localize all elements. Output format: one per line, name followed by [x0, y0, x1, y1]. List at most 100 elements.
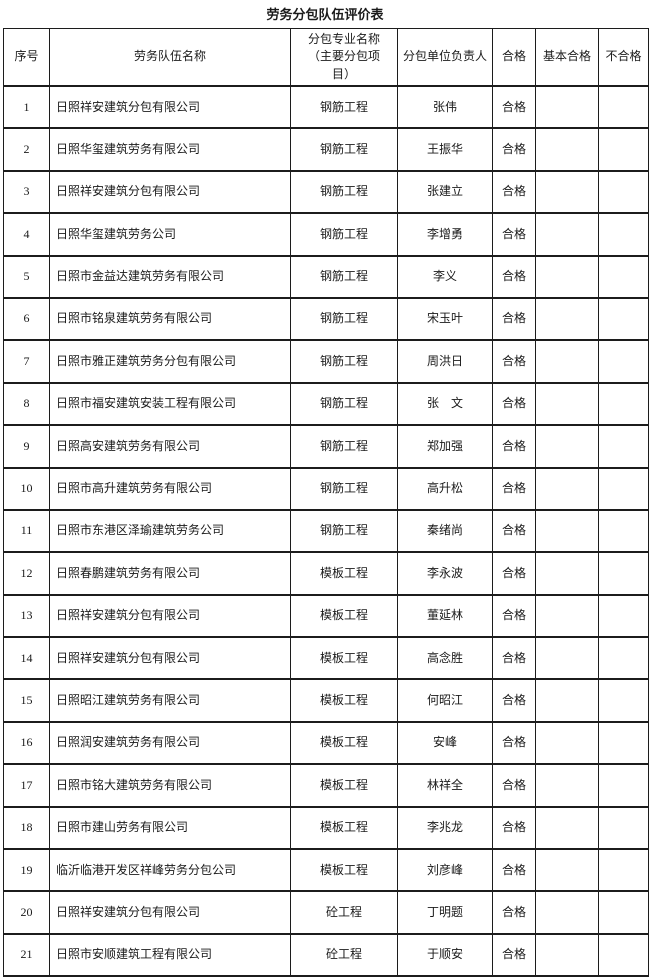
cell-serial-no: 3 — [3, 170, 50, 215]
cell-specialty: 模板工程 — [290, 763, 398, 808]
cell-serial-no: 8 — [3, 382, 50, 427]
header-leader: 分包单位负责人 — [397, 28, 493, 87]
cell-specialty: 模板工程 — [290, 636, 398, 681]
cell-unqualified — [598, 297, 649, 342]
cell-team-name: 日照祥安建筑分包有限公司 — [49, 890, 291, 935]
cell-serial-no: 16 — [3, 721, 50, 766]
cell-unqualified — [598, 551, 649, 596]
cell-team-name: 日照华玺建筑劳务有限公司 — [49, 127, 291, 172]
cell-leader: 安峰 — [397, 721, 493, 766]
cell-team-name: 日照市建山劳务有限公司 — [49, 806, 291, 851]
cell-leader: 宋玉叶 — [397, 297, 493, 342]
cell-basic-qualified — [535, 594, 599, 639]
cell-qualified: 合格 — [492, 594, 536, 639]
cell-qualified: 合格 — [492, 85, 536, 130]
cell-leader: 郑加强 — [397, 424, 493, 469]
table-row: 5 日照市金益达建筑劳务有限公司 钢筋工程 李义 合格 — [3, 255, 649, 299]
cell-basic-qualified — [535, 127, 599, 172]
cell-leader: 高念胜 — [397, 636, 493, 681]
cell-specialty: 钢筋工程 — [290, 297, 398, 342]
cell-serial-no: 20 — [3, 890, 50, 935]
evaluation-table: 序号 劳务队伍名称 分包专业名称 （主要分包项 目） 分包单位负责人 合格 基本… — [3, 28, 649, 978]
table-row: 19 临沂临港开发区祥峰劳务分包公司 模板工程 刘彦峰 合格 — [3, 848, 649, 893]
cell-specialty: 砼工程 — [290, 933, 398, 978]
cell-specialty: 模板工程 — [290, 678, 398, 723]
cell-serial-no: 9 — [3, 424, 50, 469]
cell-serial-no: 21 — [3, 933, 50, 978]
cell-qualified: 合格 — [492, 170, 536, 215]
cell-basic-qualified — [535, 255, 599, 299]
cell-team-name: 日照祥安建筑分包有限公司 — [49, 594, 291, 639]
table-row: 12 日照春鹏建筑劳务有限公司 模板工程 李永波 合格 — [3, 551, 649, 596]
cell-qualified: 合格 — [492, 806, 536, 851]
cell-basic-qualified — [535, 509, 599, 554]
cell-qualified: 合格 — [492, 467, 536, 511]
cell-specialty: 模板工程 — [290, 551, 398, 596]
cell-serial-no: 4 — [3, 212, 50, 257]
cell-leader: 张 文 — [397, 382, 493, 427]
table-row: 1 日照祥安建筑分包有限公司 钢筋工程 张伟 合格 — [3, 85, 649, 130]
cell-specialty: 模板工程 — [290, 594, 398, 639]
cell-qualified: 合格 — [492, 255, 536, 299]
cell-qualified: 合格 — [492, 382, 536, 427]
cell-unqualified — [598, 424, 649, 469]
cell-basic-qualified — [535, 339, 599, 384]
cell-team-name: 日照市高升建筑劳务有限公司 — [49, 467, 291, 511]
cell-qualified: 合格 — [492, 212, 536, 257]
cell-team-name: 日照市东港区泽瑜建筑劳务公司 — [49, 509, 291, 554]
cell-basic-qualified — [535, 424, 599, 469]
cell-basic-qualified — [535, 678, 599, 723]
cell-unqualified — [598, 467, 649, 511]
cell-leader: 高升松 — [397, 467, 493, 511]
header-specialty: 分包专业名称 （主要分包项 目） — [290, 28, 398, 87]
cell-team-name: 日照祥安建筑分包有限公司 — [49, 85, 291, 130]
cell-serial-no: 10 — [3, 467, 50, 511]
cell-basic-qualified — [535, 467, 599, 511]
cell-basic-qualified — [535, 382, 599, 427]
cell-serial-no: 2 — [3, 127, 50, 172]
cell-qualified: 合格 — [492, 848, 536, 893]
cell-basic-qualified — [535, 933, 599, 978]
header-team-name: 劳务队伍名称 — [49, 28, 291, 87]
cell-team-name: 日照市金益达建筑劳务有限公司 — [49, 255, 291, 299]
cell-team-name: 日照祥安建筑分包有限公司 — [49, 636, 291, 681]
header-leader-label: 分包单位负责人 — [402, 49, 487, 64]
cell-specialty: 钢筋工程 — [290, 467, 398, 511]
cell-leader: 李兆龙 — [397, 806, 493, 851]
cell-qualified: 合格 — [492, 678, 536, 723]
cell-leader: 董延林 — [397, 594, 493, 639]
cell-unqualified — [598, 763, 649, 808]
cell-leader: 林祥全 — [397, 763, 493, 808]
cell-leader: 于顺安 — [397, 933, 493, 978]
cell-specialty: 砼工程 — [290, 890, 398, 935]
table-row: 11 日照市东港区泽瑜建筑劳务公司 钢筋工程 秦绪尚 合格 — [3, 509, 649, 554]
cell-serial-no: 7 — [3, 339, 50, 384]
header-specialty-label: 分包专业名称 （主要分包项 目） — [307, 31, 380, 81]
header-unqualified: 不合格 — [598, 28, 649, 87]
cell-team-name: 日照市福安建筑安装工程有限公司 — [49, 382, 291, 427]
cell-unqualified — [598, 890, 649, 935]
header-qualified-label: 合格 — [501, 49, 526, 64]
table-row: 21 日照市安顺建筑工程有限公司 砼工程 于顺安 合格 — [3, 933, 649, 978]
cell-unqualified — [598, 636, 649, 681]
table-row: 4 日照华玺建筑劳务公司 钢筋工程 李增勇 合格 — [3, 212, 649, 257]
cell-leader: 张建立 — [397, 170, 493, 215]
cell-specialty: 钢筋工程 — [290, 85, 398, 130]
cell-specialty: 钢筋工程 — [290, 170, 398, 215]
cell-unqualified — [598, 721, 649, 766]
cell-serial-no: 1 — [3, 85, 50, 130]
cell-team-name: 临沂临港开发区祥峰劳务分包公司 — [49, 848, 291, 893]
cell-team-name: 日照市铭泉建筑劳务有限公司 — [49, 297, 291, 342]
cell-basic-qualified — [535, 636, 599, 681]
cell-specialty: 模板工程 — [290, 848, 398, 893]
cell-serial-no: 17 — [3, 763, 50, 808]
cell-basic-qualified — [535, 890, 599, 935]
cell-qualified: 合格 — [492, 297, 536, 342]
header-row: 序号 劳务队伍名称 分包专业名称 （主要分包项 目） 分包单位负责人 合格 基本… — [3, 28, 649, 87]
cell-team-name: 日照市安顺建筑工程有限公司 — [49, 933, 291, 978]
cell-specialty: 钢筋工程 — [290, 339, 398, 384]
header-team-name-label: 劳务队伍名称 — [133, 49, 206, 64]
cell-serial-no: 12 — [3, 551, 50, 596]
table-header: 序号 劳务队伍名称 分包专业名称 （主要分包项 目） 分包单位负责人 合格 基本… — [3, 28, 649, 87]
cell-qualified: 合格 — [492, 127, 536, 172]
